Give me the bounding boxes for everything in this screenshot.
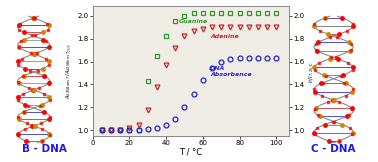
Text: DNA
Absorbance: DNA Absorbance (210, 66, 252, 77)
Text: Guanine: Guanine (179, 18, 208, 23)
Y-axis label: $A_{\lambda258nm,T}$/$A_{\lambda258nm,T_{25°C}}$: $A_{\lambda258nm,T}$/$A_{\lambda258nm,T_… (65, 43, 74, 99)
Text: B - DNA: B - DNA (22, 144, 67, 154)
Y-axis label: $I_{T}$/$I_{T,25°C}$: $I_{T}$/$I_{T,25°C}$ (307, 60, 316, 82)
Text: C - DNA: C - DNA (311, 144, 356, 154)
X-axis label: T / °C: T / °C (179, 148, 203, 157)
Text: Adenine: Adenine (210, 34, 239, 39)
